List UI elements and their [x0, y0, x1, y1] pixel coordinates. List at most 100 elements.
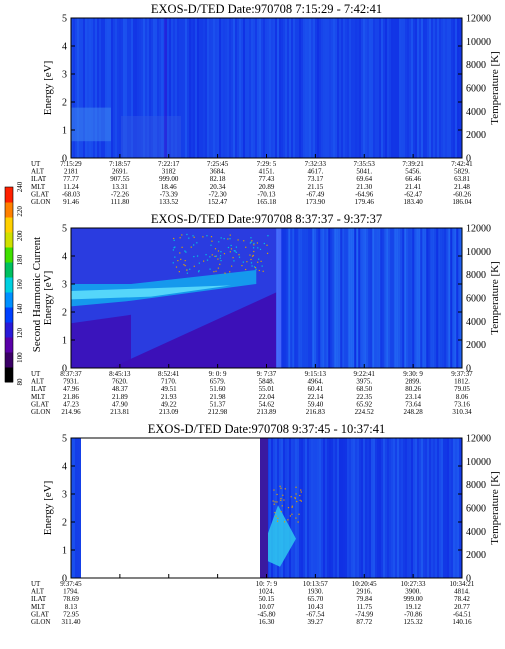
spectrogram-streak: [333, 18, 335, 158]
spectrogram-streak: [117, 18, 119, 158]
spectrogram-streak: [247, 18, 249, 158]
spectrogram-streak: [379, 438, 381, 578]
spectrogram-streak: [405, 438, 407, 578]
spectrogram-streak: [303, 438, 305, 578]
spectrogram-streak: [390, 228, 393, 368]
ephemeris-cell: 9:37:45: [60, 580, 82, 588]
ephemeris-cell: 311.40: [62, 618, 81, 626]
spectrogram-streak: [115, 18, 117, 158]
ephemeris-cell: 213.09: [159, 408, 179, 416]
spectrogram-streak: [147, 18, 149, 158]
spectrogram-speckle: [192, 235, 194, 237]
spectrogram-streak: [217, 18, 219, 158]
spectrogram-streak: [75, 18, 77, 158]
spectrogram-streak: [401, 18, 403, 158]
spectrogram-speckle: [184, 250, 186, 252]
spectrogram-speckle: [196, 255, 199, 257]
spectrogram-streak: [339, 18, 341, 158]
spectrogram-streak: [83, 18, 85, 158]
spectrogram-speckle: [251, 255, 254, 257]
y-tick-label: 0: [62, 364, 67, 375]
ephemeris-row-label: GLON: [31, 408, 50, 416]
spectrogram-streak: [179, 18, 181, 158]
ephemeris-row-label: GLAT: [31, 190, 50, 198]
ephemeris-cell: 907.55: [110, 175, 130, 183]
y-tick-label: 0: [62, 574, 67, 585]
ephemeris-cell: 21.15: [308, 183, 324, 191]
spectrogram-streak: [281, 18, 283, 158]
ephemeris-cell: 9:37:37: [451, 370, 473, 378]
ephemeris-cell: 216.83: [306, 408, 326, 416]
colorbar-swatch: [5, 352, 13, 368]
ephemeris-cell: 186.04: [452, 198, 472, 206]
spectrogram-streak: [307, 18, 309, 158]
spectrogram-streak: [125, 18, 127, 158]
spectrogram-streak: [399, 18, 401, 158]
spectrogram-streak: [377, 438, 379, 578]
ephemeris-cell: 73.16: [454, 400, 470, 408]
spectrogram-streak: [435, 438, 437, 578]
spectrogram-streak: [355, 438, 357, 578]
spectrogram-speckle: [275, 515, 277, 517]
spectrogram-streak: [151, 18, 153, 158]
spectrogram-speckle: [188, 237, 190, 239]
spectrogram-streak: [433, 18, 435, 158]
spectrogram-streak: [422, 228, 425, 368]
spectrogram-streak: [288, 228, 291, 368]
ephemeris-cell: 22.35: [356, 393, 372, 401]
spectrogram-streak: [187, 18, 189, 158]
spectrogram-streak: [221, 18, 223, 158]
spectrogram-streak: [279, 18, 281, 158]
spectrogram-streak: [207, 18, 209, 158]
spectrogram-streak: [249, 18, 251, 158]
spectrogram-speckle: [219, 255, 222, 257]
spectrogram-streak: [177, 18, 179, 158]
spectrogram-streak: [171, 18, 173, 158]
spectrogram-speckle: [280, 499, 282, 501]
colorbar-tick-label: 240: [16, 181, 24, 192]
spectrogram-speckle: [219, 263, 221, 265]
spectrogram-streak: [444, 228, 447, 368]
ephemeris-cell: 73.64: [405, 400, 421, 408]
spectrogram-streak: [91, 18, 93, 158]
ephemeris-row-label: ALT: [31, 588, 45, 596]
spectrogram-streak: [450, 228, 453, 368]
spectrogram-streak: [241, 18, 243, 158]
spectrogram-streak: [431, 438, 433, 578]
spectrogram-streak: [273, 438, 275, 578]
spectrogram-streak: [298, 228, 301, 368]
spectrogram-streak: [449, 438, 451, 578]
spectrogram-speckle: [173, 239, 175, 241]
spectrogram-streak: [71, 18, 73, 158]
spectrogram-streak: [373, 18, 375, 158]
spectrogram-streak: [305, 438, 307, 578]
spectrogram-streak: [195, 18, 197, 158]
spectrogram-speckle: [203, 260, 205, 262]
y2-tick-label: 2000: [466, 550, 486, 561]
ephemeris-cell: 214.96: [61, 408, 81, 416]
spectrogram-streak: [392, 228, 395, 368]
spectrogram-streak: [103, 18, 105, 158]
spectrogram-streak: [275, 18, 277, 158]
ephemeris-cell: 140.16: [452, 618, 472, 626]
data-gap: [81, 438, 260, 578]
spectrogram-streak: [101, 18, 103, 158]
spectrogram-streak: [406, 228, 409, 368]
spectrogram-streak: [385, 18, 387, 158]
spectrogram-streak: [355, 18, 357, 158]
spectrogram-streak: [402, 228, 405, 368]
spectrogram-streak: [443, 18, 445, 158]
spectrogram-speckle: [231, 265, 233, 267]
ephemeris-cell: 21.93: [161, 393, 177, 401]
spectrogram-streak: [432, 228, 435, 368]
spectrogram-streak: [439, 438, 441, 578]
spectrogram-speckle: [252, 254, 254, 257]
chart-title: EXOS-D/TED Date:970708 9:37:45 - 10:37:4…: [148, 422, 385, 436]
ephemeris-cell: 2691.: [112, 168, 128, 176]
spectrogram-streak: [335, 438, 337, 578]
spectrogram-streak: [423, 438, 425, 578]
spectrogram-streak: [378, 228, 381, 368]
ephemeris-cell: 87.72: [356, 618, 372, 626]
spectrogram-streak: [416, 228, 419, 368]
